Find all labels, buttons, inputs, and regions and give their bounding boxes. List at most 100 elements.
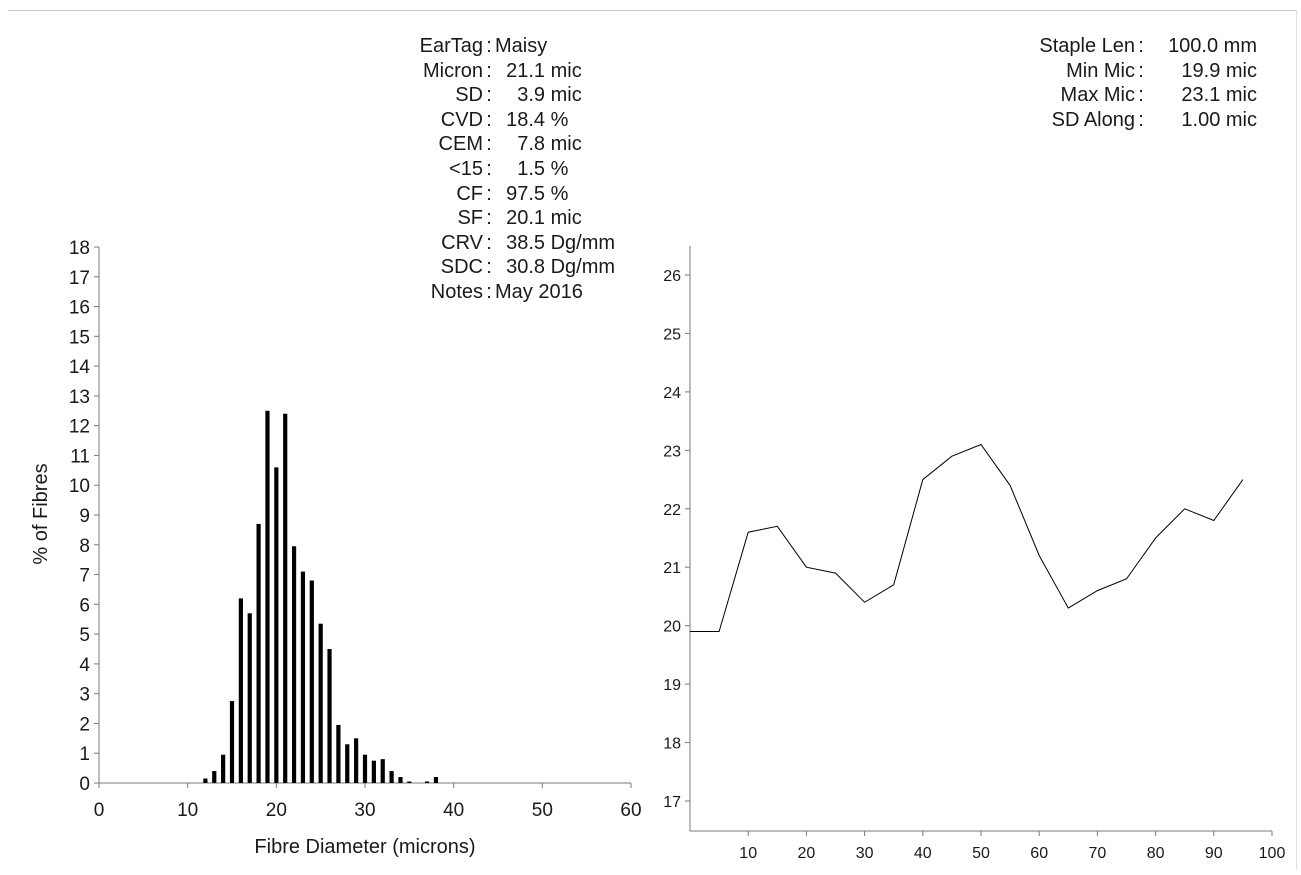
x-tick-label: 70 bbox=[1089, 845, 1107, 862]
fibre-stat-row: SD: 3.9 mic bbox=[370, 83, 615, 108]
staple-stat-row: SD Along: 1.00 mic bbox=[1000, 108, 1257, 133]
fibre-stat-label: SDC bbox=[440, 256, 483, 279]
histogram-bar bbox=[283, 413, 288, 783]
x-tick-label: 20 bbox=[798, 845, 816, 862]
x-tick-label: 50 bbox=[532, 800, 553, 821]
fibre-stat-colon: : bbox=[486, 84, 492, 107]
y-tick-label: 19 bbox=[663, 677, 681, 694]
y-tick-label: 15 bbox=[69, 327, 90, 348]
x-tick-label: 20 bbox=[266, 800, 287, 821]
fibre-stat-colon: : bbox=[486, 35, 492, 57]
fibre-stat-colon: : bbox=[486, 207, 492, 230]
histogram-bar bbox=[221, 754, 226, 783]
y-tick-label: 2 bbox=[79, 714, 90, 735]
fibre-stat-value: 7.8 mic bbox=[495, 133, 582, 156]
staple-stat-value: 19.9 mic bbox=[1181, 59, 1257, 82]
histogram-bar bbox=[300, 571, 306, 783]
fibre-stat-row: Notes: May 2016 bbox=[370, 280, 615, 305]
y-tick-label: 11 bbox=[70, 446, 90, 467]
y-tick-label: 0 bbox=[79, 774, 90, 795]
histogram-bar bbox=[354, 738, 359, 783]
fibre-stat-colon: : bbox=[486, 133, 492, 156]
x-tick-label: 60 bbox=[1030, 845, 1048, 862]
y-tick-label: 7 bbox=[79, 566, 90, 587]
x-tick-label: 80 bbox=[1147, 845, 1165, 862]
histogram-bar bbox=[345, 744, 350, 783]
staple-stat-label: SD Along bbox=[1051, 108, 1135, 131]
fibre-stat-colon: : bbox=[486, 280, 492, 303]
fibre-stat-colon: : bbox=[486, 182, 492, 205]
fibre-stat-value: 3.9 mic bbox=[495, 84, 582, 107]
micron-profile-line bbox=[690, 443, 1244, 632]
x-tick-label: 30 bbox=[354, 800, 375, 821]
y-tick-label: 16 bbox=[69, 298, 90, 319]
fibre-stat-row: CVD: 18.4 % bbox=[370, 108, 615, 133]
fibre-stat-row: CF: 97.5 % bbox=[370, 182, 615, 207]
y-tick-label: 18 bbox=[663, 736, 681, 753]
x-tick-label: 30 bbox=[856, 845, 874, 862]
y-tick-label: 4 bbox=[79, 655, 90, 676]
y-tick-label: 20 bbox=[663, 619, 681, 636]
report-frame bbox=[8, 10, 1297, 870]
y-tick-label: 1 bbox=[79, 744, 90, 765]
x-tick-label: 60 bbox=[620, 800, 641, 821]
histogram-bar bbox=[203, 778, 208, 783]
histogram-bar bbox=[265, 410, 270, 783]
y-axis-title: % of Fibres bbox=[30, 463, 52, 564]
fibre-stat-label: EarTag bbox=[419, 35, 483, 57]
y-tick-label: 13 bbox=[69, 387, 90, 408]
y-tick-label: 18 bbox=[69, 238, 90, 259]
staple-stat-value: 23.1 mic bbox=[1181, 84, 1257, 107]
histogram-bar bbox=[336, 724, 341, 783]
y-tick-label: 23 bbox=[663, 443, 681, 460]
fibre-stat-label: CF bbox=[456, 182, 483, 205]
y-tick-label: 14 bbox=[69, 357, 91, 378]
histogram-bar bbox=[291, 546, 297, 783]
fibre-stat-value: 20.1 mic bbox=[495, 207, 582, 230]
fibre-stat-colon: : bbox=[486, 157, 492, 180]
fibre-stat-row: CRV: 38.5 Dg/mm bbox=[370, 231, 615, 256]
histogram-bar bbox=[212, 771, 217, 783]
staple-stat-label: Max Mic bbox=[1060, 84, 1135, 107]
fibre-stat-row: Micron: 21.1 mic bbox=[370, 59, 615, 84]
staple-stat-value: 100.0 mm bbox=[1168, 35, 1257, 57]
y-tick-label: 10 bbox=[69, 476, 90, 497]
histogram-bar bbox=[389, 771, 394, 783]
staple-stat-colon: : bbox=[1138, 59, 1144, 82]
fibre-stat-value: 38.5 Dg/mm bbox=[495, 231, 616, 254]
fibre-stat-value: May 2016 bbox=[495, 280, 583, 303]
fibre-stat-label: SF bbox=[457, 207, 483, 230]
fibre-stat-row: <15: 1.5 % bbox=[370, 157, 615, 182]
y-tick-label: 24 bbox=[663, 385, 681, 402]
staple-stat-row: Staple Len: 100.0 mm bbox=[1000, 34, 1257, 59]
histogram-bar bbox=[380, 759, 385, 783]
y-tick-label: 25 bbox=[663, 326, 681, 343]
histogram-bar bbox=[407, 781, 412, 783]
fibre-stat-value: 1.5 % bbox=[495, 157, 569, 180]
staple-stat-colon: : bbox=[1138, 108, 1144, 131]
fibre-stat-label: CEM bbox=[438, 133, 483, 156]
fibre-stat-value: 97.5 % bbox=[495, 182, 569, 205]
fibre-stat-value: 21.1 mic bbox=[495, 59, 582, 82]
fibre-stat-colon: : bbox=[486, 59, 492, 82]
y-tick-label: 5 bbox=[79, 625, 90, 646]
histogram-bar bbox=[327, 649, 332, 783]
fibre-stats-panel: EarTag: Maisy Micron: 21.1 mic SD: 3.9 mic C… bbox=[370, 34, 615, 305]
x-tick-label: 40 bbox=[443, 800, 464, 821]
y-tick-label: 12 bbox=[69, 417, 90, 438]
histogram-bar bbox=[398, 777, 403, 783]
fibre-stat-label: Notes bbox=[430, 280, 483, 303]
x-tick-label: 10 bbox=[177, 800, 198, 821]
y-tick-label: 26 bbox=[663, 268, 681, 285]
fibre-stat-value: 30.8 Dg/mm bbox=[495, 256, 616, 279]
fibre-stat-colon: : bbox=[486, 231, 492, 254]
fibre-stat-label: SD bbox=[455, 84, 483, 107]
histogram-bar bbox=[318, 623, 323, 783]
histogram-bar bbox=[309, 580, 314, 783]
histogram-bar bbox=[238, 598, 243, 783]
staple-stat-label: Staple Len bbox=[1039, 35, 1135, 57]
fibre-stat-row: SDC: 30.8 Dg/mm bbox=[370, 255, 615, 280]
y-tick-label: 22 bbox=[663, 502, 681, 519]
x-tick-label: 0 bbox=[94, 800, 105, 821]
